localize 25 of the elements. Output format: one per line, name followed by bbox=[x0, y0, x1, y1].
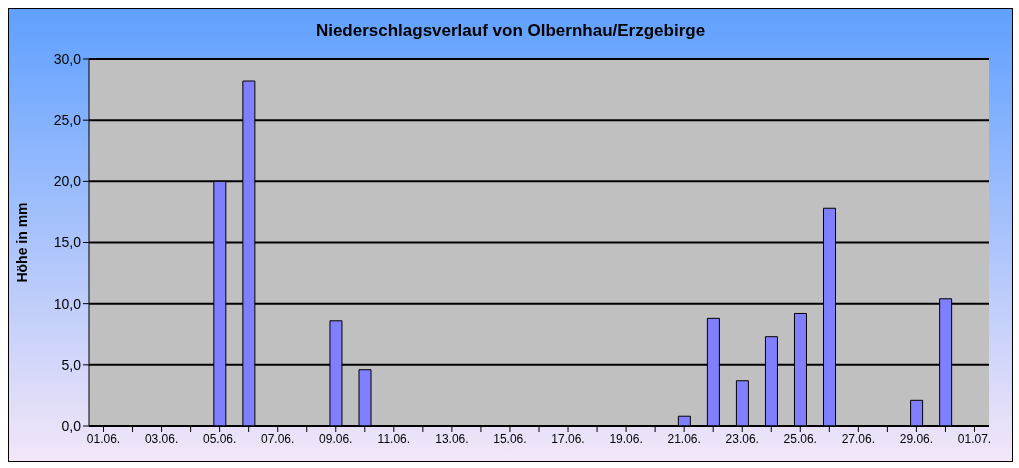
x-tick-label: 05.06. bbox=[202, 431, 237, 446]
y-axis-title: Höhe in mm bbox=[13, 202, 30, 283]
y-tick-label: 5,0 bbox=[61, 356, 82, 373]
x-tick-label: 29.06. bbox=[899, 431, 934, 446]
y-tick-label: 20,0 bbox=[53, 173, 82, 190]
x-tick-label: 01.06. bbox=[86, 431, 121, 446]
x-tick-label: 27.06. bbox=[841, 431, 876, 446]
y-tick-label: 10,0 bbox=[53, 295, 82, 312]
x-tick-label: 11.06. bbox=[377, 431, 411, 446]
x-tick-label: 23.06. bbox=[725, 431, 759, 446]
x-tick-label: 19.06. bbox=[609, 431, 643, 446]
x-tick-label: 15.06. bbox=[493, 431, 527, 446]
chart-title: Niederschlagsverlauf von Olbernhau/Erzgebirge bbox=[314, 20, 707, 42]
y-tick-label: 25,0 bbox=[53, 112, 82, 129]
y-tick-label: 0,0 bbox=[61, 417, 82, 434]
x-tick-label: 07.06. bbox=[261, 431, 295, 446]
x-tick-label: 13.06. bbox=[435, 431, 469, 446]
x-tick-label: 21.06. bbox=[667, 431, 701, 446]
y-tick-label: 30,0 bbox=[53, 50, 82, 67]
x-tick-label: 25.06. bbox=[783, 431, 817, 446]
x-tick-label: 17.06. bbox=[551, 431, 585, 446]
y-tick-label: 15,0 bbox=[53, 234, 82, 251]
x-tick-label: 03.06. bbox=[144, 431, 179, 446]
x-tick-label: 09.06. bbox=[319, 431, 353, 446]
x-tick-label: 01.07. bbox=[957, 431, 992, 446]
